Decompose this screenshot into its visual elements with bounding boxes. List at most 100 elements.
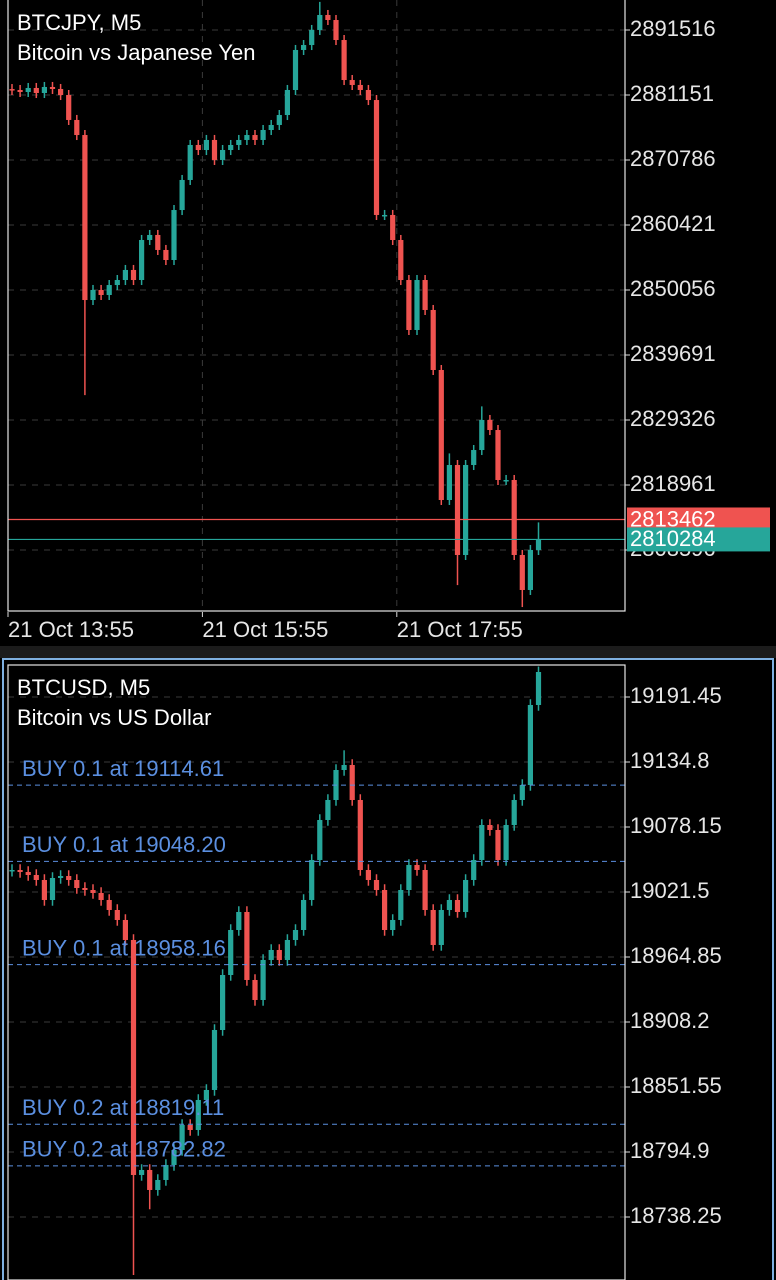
candle-body [179, 179, 185, 211]
candle-body [292, 929, 299, 940]
candle-body [325, 14, 331, 21]
separator [0, 646, 776, 658]
candle-body [341, 40, 347, 81]
candle-body [276, 115, 282, 125]
candle-body [114, 280, 120, 286]
candle-body [511, 799, 517, 825]
y-tick-label: 2870786 [630, 146, 716, 171]
y-tick-label: 18738.25 [630, 1203, 722, 1228]
candle-body [228, 929, 234, 975]
candle-body [284, 89, 290, 116]
candle-body [503, 824, 509, 860]
candle-body [236, 139, 242, 145]
chart-subtitle: Bitcoin vs Japanese Yen [17, 40, 256, 65]
candle-body [122, 269, 128, 281]
candle-body [365, 89, 371, 101]
candle-body [82, 135, 88, 301]
candle-body [41, 879, 47, 900]
candle-body [25, 871, 31, 875]
chart-frame [7, 0, 626, 612]
candle-body [236, 911, 242, 930]
candle-body [519, 784, 525, 800]
candle-body [139, 1169, 145, 1175]
candle-body [463, 465, 469, 555]
order-label: BUY 0.1 at 19114.61 [22, 756, 224, 781]
candle-body [373, 100, 380, 215]
candle-body [244, 135, 250, 140]
candle-body [357, 84, 363, 90]
y-tick-label: 2891516 [630, 16, 716, 41]
candle-body [309, 29, 315, 46]
y-tick-label: 2839691 [630, 341, 716, 366]
order-label: BUY 0.2 at 18782.82 [22, 1137, 226, 1162]
candle-body [349, 80, 355, 85]
candle-body [147, 1169, 153, 1190]
y-tick-label: 2881151 [630, 81, 714, 106]
x-tick-label: 21 Oct 13:55 [8, 617, 134, 642]
candle-body [139, 239, 145, 281]
candle-body [398, 239, 404, 281]
candle-body [98, 892, 104, 900]
candle-body [260, 130, 266, 140]
y-tick-label: 2829326 [630, 406, 716, 431]
candle-body [187, 1124, 193, 1130]
candle-body [422, 869, 428, 910]
candle-body [220, 150, 226, 160]
candle-body [33, 87, 39, 94]
candle-body [82, 887, 88, 890]
candle-body [446, 465, 452, 500]
candle-body [471, 450, 477, 466]
candle-body [357, 799, 363, 870]
candle-body [268, 949, 274, 960]
y-tick-label: 19191.45 [630, 683, 722, 708]
candle-body [66, 95, 72, 120]
y-tick-label: 18964.85 [630, 943, 722, 968]
candle-body [519, 554, 525, 590]
candle-body [252, 135, 258, 140]
candle-body [414, 280, 420, 330]
y-tick-label: 18851.55 [630, 1073, 722, 1098]
candle-body [373, 879, 380, 890]
y-tick-label: 19134.8 [630, 748, 710, 773]
candle-body [422, 280, 428, 310]
candle-body [406, 280, 412, 330]
y-tick-label: 2860421 [630, 211, 716, 236]
candle-body [398, 889, 404, 920]
candle-body [203, 1089, 209, 1100]
order-label: BUY 0.1 at 19048.20 [22, 832, 226, 857]
candle-body [90, 889, 96, 893]
candle-body [268, 124, 274, 131]
candle-body [317, 819, 323, 860]
candle-body [179, 1124, 185, 1150]
candle-body [454, 465, 461, 555]
candle-body [309, 859, 315, 900]
candle-body [49, 877, 56, 900]
candle-body [406, 864, 412, 890]
chart-title: BTCJPY, M5 [17, 10, 141, 35]
candle-body [341, 764, 347, 770]
candle-body [503, 479, 509, 482]
candle-body [155, 1179, 161, 1190]
candle-body [41, 86, 47, 94]
candle-body [454, 899, 461, 912]
candle-body [317, 14, 323, 30]
candle-body [535, 671, 542, 705]
candle-body [382, 214, 388, 217]
y-tick-label: 2850056 [630, 276, 716, 301]
candle-body [195, 1099, 201, 1130]
x-tick-label: 21 Oct 17:55 [397, 617, 523, 642]
candle-body [90, 289, 96, 301]
candle-body [58, 88, 64, 96]
candle-body [430, 909, 436, 945]
price-tag [627, 527, 770, 552]
y-tick-label: 18794.9 [630, 1138, 710, 1163]
candle-body [155, 234, 161, 250]
candle-body [163, 1164, 169, 1180]
candle-body [382, 889, 388, 930]
candle-body [487, 419, 493, 431]
candle-body [147, 234, 153, 240]
candle-body [252, 979, 258, 1000]
candle-body [292, 49, 299, 90]
x-tick-label: 21 Oct 15:55 [202, 617, 328, 642]
candle-body [171, 210, 177, 261]
